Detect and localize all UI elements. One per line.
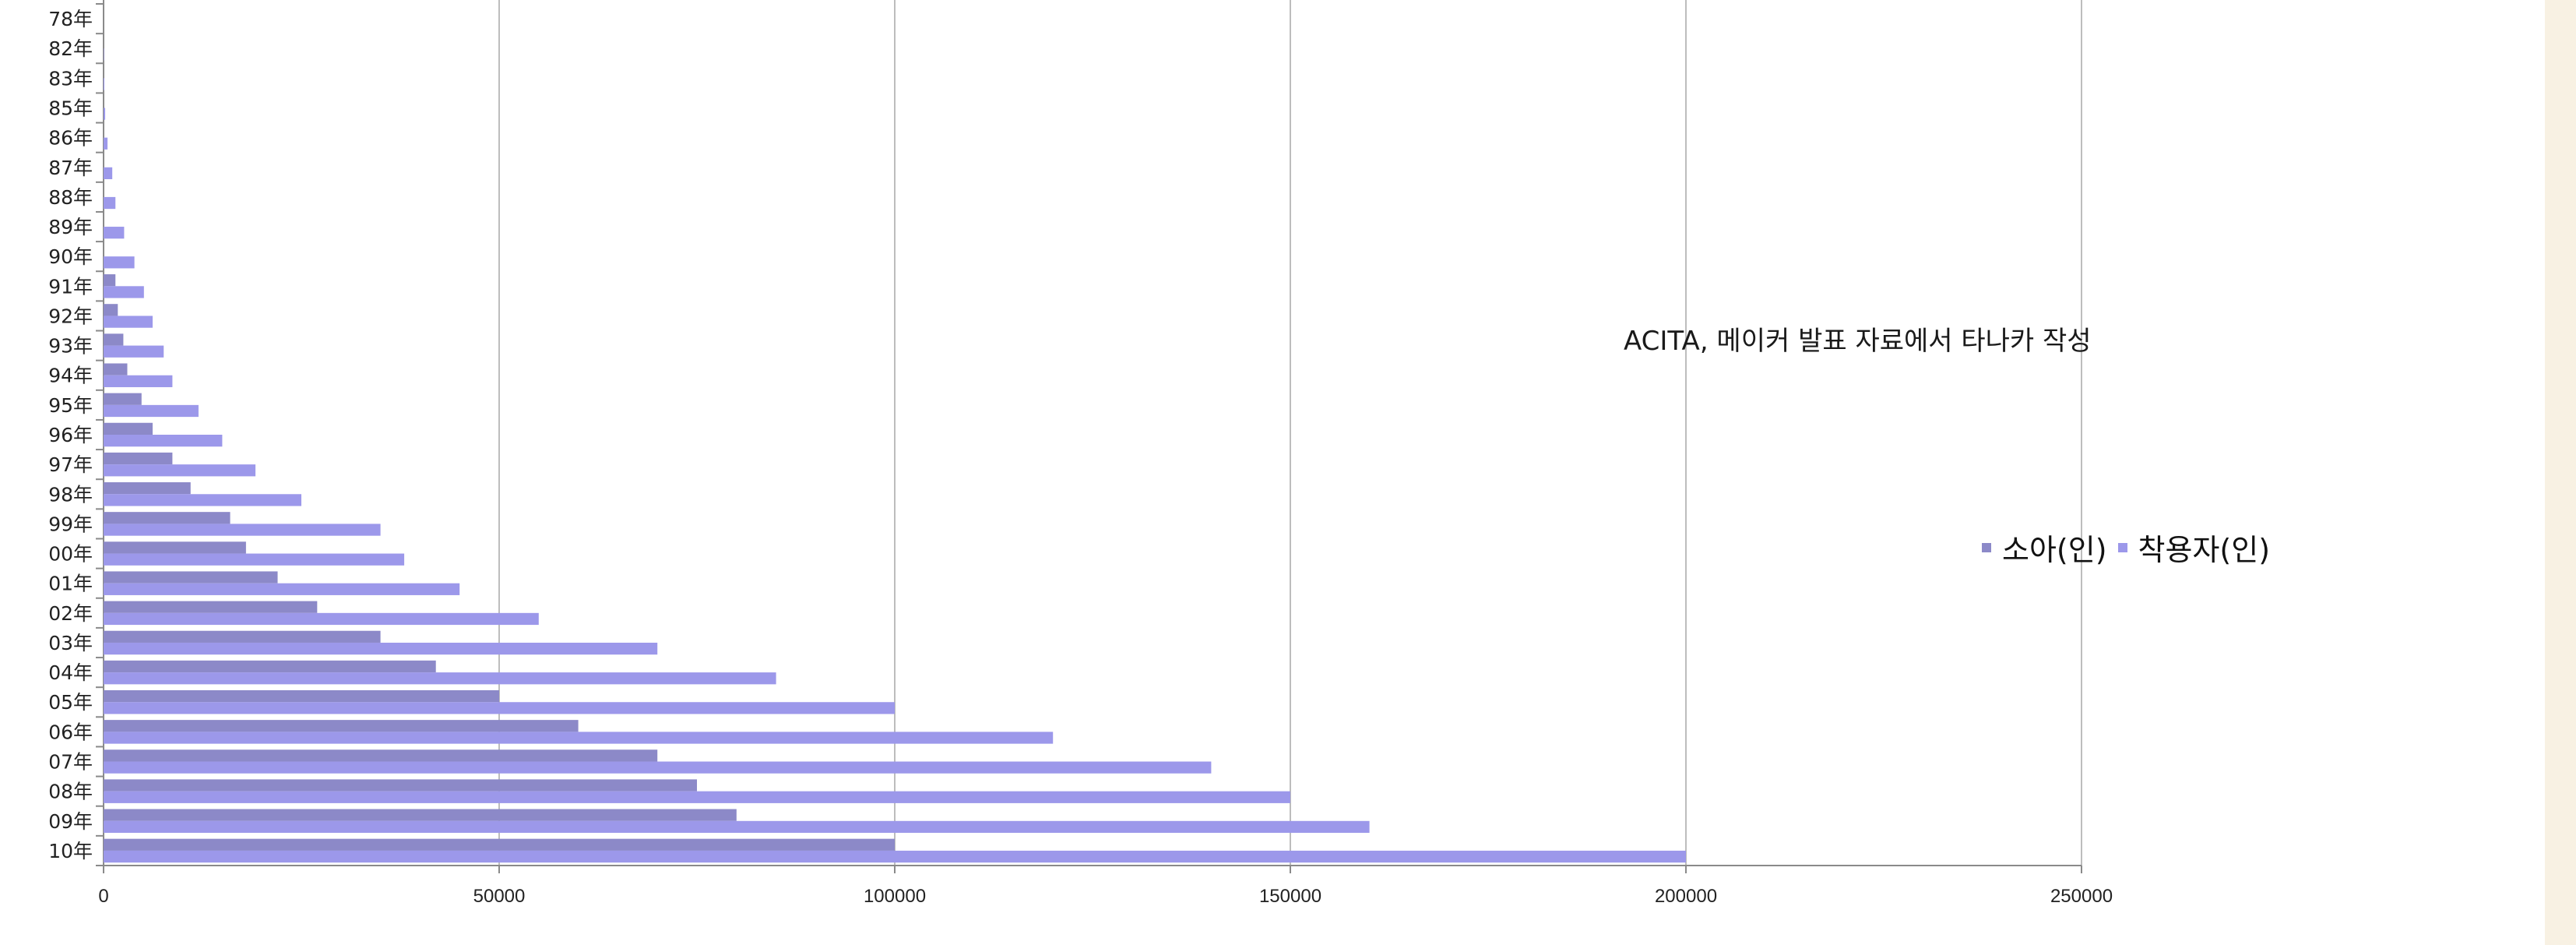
category-label: 87年 bbox=[48, 157, 93, 179]
category-label: 95年 bbox=[48, 394, 93, 417]
category-label: 91年 bbox=[48, 275, 93, 298]
bar-series-0 bbox=[104, 363, 128, 376]
category-label: 92年 bbox=[48, 305, 93, 327]
bar-series-0 bbox=[104, 482, 191, 495]
category-label: 88年 bbox=[48, 186, 93, 209]
x-tick-label: 0 bbox=[98, 886, 108, 907]
legend-label-series-1: 착용자(인) bbox=[2138, 533, 2271, 567]
x-tick-label: 50000 bbox=[473, 886, 526, 907]
category-label: 08年 bbox=[48, 781, 93, 803]
right-edge-panel bbox=[2545, 0, 2576, 945]
bar-series-0 bbox=[104, 720, 579, 732]
category-label: 86年 bbox=[48, 127, 93, 150]
category-label: 98年 bbox=[48, 483, 93, 506]
bar-series-0 bbox=[104, 630, 381, 643]
category-label: 03年 bbox=[48, 632, 93, 654]
bar-series-1 bbox=[104, 791, 1290, 803]
category-label: 07年 bbox=[48, 751, 93, 774]
bar-series-1 bbox=[104, 732, 1054, 744]
category-label: 09年 bbox=[48, 810, 93, 833]
category-label: 06年 bbox=[48, 721, 93, 743]
legend-label-series-0: 소아(인) bbox=[2002, 533, 2107, 567]
bar-series-1 bbox=[104, 137, 108, 150]
category-label: 93年 bbox=[48, 335, 93, 358]
category-label: 89年 bbox=[48, 216, 93, 238]
bar-series-1 bbox=[104, 316, 153, 328]
legend-swatch-series-1 bbox=[2117, 542, 2127, 552]
bar-series-1 bbox=[104, 524, 381, 536]
bar-series-0 bbox=[104, 422, 153, 435]
x-tick-label: 100000 bbox=[864, 886, 926, 907]
bar-series-1 bbox=[104, 435, 223, 447]
bar-series-0 bbox=[104, 393, 142, 405]
bar-series-0 bbox=[104, 333, 124, 346]
bar-series-1 bbox=[104, 167, 113, 180]
bar-series-1 bbox=[104, 761, 1212, 774]
bar-series-1 bbox=[104, 850, 1686, 863]
category-label: 99年 bbox=[48, 513, 93, 535]
bar-series-0 bbox=[104, 304, 118, 316]
category-label: 04年 bbox=[48, 661, 93, 684]
bar-series-1 bbox=[104, 227, 125, 239]
bar-series-1 bbox=[104, 553, 405, 566]
legend: 소아(인) 착용자(인) bbox=[1982, 526, 2270, 569]
bar-series-0 bbox=[104, 809, 737, 821]
x-tick-label: 250000 bbox=[2050, 886, 2113, 907]
bar-series-1 bbox=[104, 256, 135, 269]
bar-series-1 bbox=[104, 108, 106, 120]
category-label: 82年 bbox=[48, 37, 93, 60]
bar-series-1 bbox=[104, 612, 539, 626]
bar-series-0 bbox=[104, 689, 499, 703]
category-label: 96年 bbox=[48, 424, 93, 446]
category-label: 90年 bbox=[48, 245, 93, 268]
bar-series-1 bbox=[104, 583, 460, 595]
category-label: 10年 bbox=[48, 840, 93, 862]
category-label: 05年 bbox=[48, 691, 93, 714]
category-label: 00年 bbox=[48, 543, 93, 566]
category-label: 83年 bbox=[48, 67, 93, 90]
category-label: 94年 bbox=[48, 365, 93, 387]
category-label: 02年 bbox=[48, 602, 93, 625]
bar-series-0 bbox=[104, 452, 173, 465]
bar-series-1 bbox=[104, 196, 116, 210]
x-tick-label: 150000 bbox=[1259, 886, 1321, 907]
bar-series-0 bbox=[104, 749, 658, 762]
bar-series-0 bbox=[104, 660, 436, 673]
bar-series-1 bbox=[104, 494, 301, 506]
bar-series-0 bbox=[104, 274, 116, 287]
legend-item-series-1: 착용자(인) bbox=[2107, 526, 2271, 569]
bar-series-1 bbox=[104, 820, 1370, 834]
category-label: 78年 bbox=[48, 8, 93, 30]
bar-series-1 bbox=[104, 404, 199, 418]
bar-series-0 bbox=[104, 512, 231, 524]
bar-series-1 bbox=[104, 464, 256, 477]
category-label: 97年 bbox=[48, 453, 93, 476]
bar-series-0 bbox=[104, 838, 895, 851]
legend-swatch-series-0 bbox=[1982, 542, 1991, 552]
x-tick-label: 200000 bbox=[1655, 886, 1717, 907]
bar-series-1 bbox=[104, 345, 164, 358]
bar-series-1 bbox=[104, 672, 776, 685]
bar-series-1 bbox=[104, 642, 658, 655]
chart-annotation: ACITA, 메이커 발표 자료에서 타나카 작성 bbox=[1624, 326, 2092, 357]
category-label: 01年 bbox=[48, 573, 93, 595]
category-label: 85年 bbox=[48, 97, 93, 119]
bar-series-1 bbox=[104, 702, 895, 714]
bar-series-0 bbox=[104, 571, 278, 584]
legend-item-series-0: 소아(인) bbox=[1982, 526, 2107, 569]
bar-series-0 bbox=[104, 601, 318, 613]
bar-series-0 bbox=[104, 779, 697, 792]
bar-series-1 bbox=[104, 375, 173, 387]
bar-series-1 bbox=[104, 286, 144, 298]
bar-series-0 bbox=[104, 541, 246, 554]
